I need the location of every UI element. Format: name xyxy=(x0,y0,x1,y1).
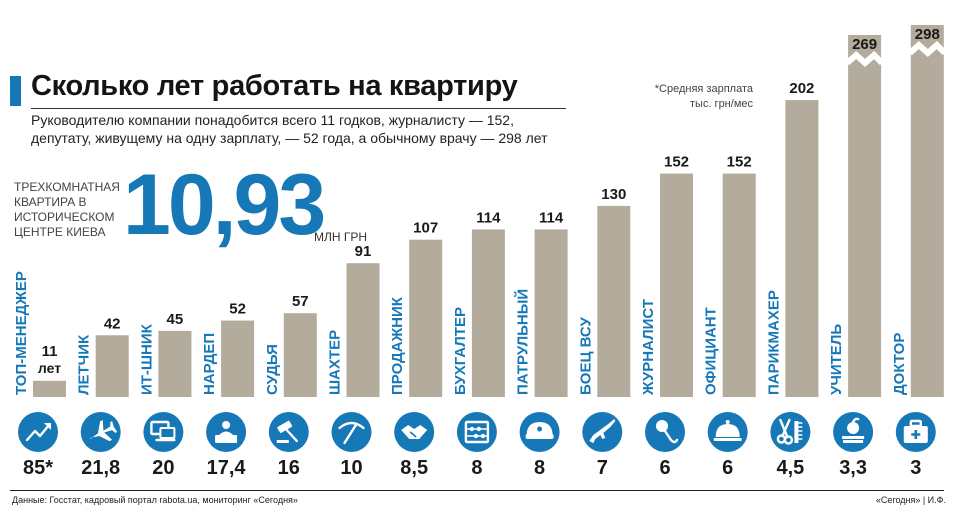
apple-books-icon xyxy=(842,417,865,443)
chart-title: Сколько лет работать на квартиру xyxy=(31,70,518,102)
bar-15 xyxy=(910,25,944,397)
salary-label-15: 3 xyxy=(910,457,921,479)
icon-circle-13 xyxy=(770,412,811,452)
abacus-icon xyxy=(464,420,490,444)
salary-label-5: 16 xyxy=(278,457,300,479)
salary-label-11: 6 xyxy=(659,457,670,479)
pickaxe-icon xyxy=(338,421,365,445)
value-label-10: 130 xyxy=(601,186,626,203)
value-label-1: 11 xyxy=(42,343,58,360)
value-label-15: 298 xyxy=(915,26,940,43)
bar-7 xyxy=(409,239,443,397)
scissors-comb-icon xyxy=(776,418,803,445)
salary-label-6: 10 xyxy=(340,457,362,479)
icon-circle-8 xyxy=(456,412,497,452)
value-label-2: 42 xyxy=(104,315,121,332)
value-label-3: 45 xyxy=(167,311,184,328)
axis-break-14 xyxy=(845,50,885,68)
microphone-icon xyxy=(656,420,679,444)
bar-14 xyxy=(848,35,882,397)
salary-label-2: 21,8 xyxy=(81,457,120,479)
gavel-icon xyxy=(276,420,298,443)
police-cap-icon xyxy=(525,422,554,439)
rifle-icon xyxy=(589,419,616,443)
value-label-8: 114 xyxy=(476,209,501,226)
category-label-3: ИТ-ШНИК xyxy=(138,323,155,395)
apartment-price-unit: млн грн xyxy=(314,230,368,244)
bar-3 xyxy=(158,330,192,397)
category-label-5: СУДЬЯ xyxy=(264,344,281,395)
salary-label-12: 6 xyxy=(722,457,733,479)
title-divider xyxy=(31,108,566,109)
category-label-15: ДОКТОР xyxy=(891,333,908,395)
value-label-12: 152 xyxy=(727,154,752,171)
airplane-icon xyxy=(90,419,118,442)
bar-9 xyxy=(534,229,568,397)
salary-label-8: 8 xyxy=(471,457,482,479)
salary-label-9: 8 xyxy=(534,457,545,479)
salary-label-13: 4,5 xyxy=(776,457,804,479)
bar-8 xyxy=(471,229,505,397)
handshake-icon xyxy=(401,425,428,439)
value-label-5: 57 xyxy=(292,293,309,310)
axis-break-15 xyxy=(907,40,947,58)
value-label-9: 114 xyxy=(539,209,564,226)
salary-label-14: 3,3 xyxy=(839,457,867,479)
icon-circle-1 xyxy=(18,412,58,452)
category-label-2: ЛЕТЧИК xyxy=(76,334,93,395)
category-label-9: ПАТРУЛЬНЫЙ xyxy=(514,289,532,395)
category-label-6: ШАХТЕР xyxy=(327,330,344,395)
salary-label-10: 7 xyxy=(597,457,608,479)
category-label-10: БОЕЦ ВСУ xyxy=(577,317,594,395)
footer-credit: «Сегодня» | И.Ф. xyxy=(875,495,946,505)
bar-4 xyxy=(221,320,255,397)
bar-13 xyxy=(785,100,819,397)
bar-1 xyxy=(33,380,66,397)
value-label-4: 52 xyxy=(229,301,246,318)
category-label-4: НАРДЕП xyxy=(201,333,218,395)
salary-label-7: 8,5 xyxy=(400,457,428,479)
salary-label-1: 85* xyxy=(23,457,53,479)
title-accent-bar xyxy=(10,76,21,106)
category-label-14: УЧИТЕЛЬ xyxy=(828,324,845,395)
value-label-unit: лет xyxy=(38,360,61,376)
category-label-13: ПАРИКМАХЕР xyxy=(765,290,782,395)
category-label-11: ЖУРНАЛИСТ xyxy=(640,299,657,396)
apartment-label: Трехкомнатная квартира в историческом це… xyxy=(14,180,120,239)
footer-divider xyxy=(10,490,944,491)
bar-10 xyxy=(597,205,631,397)
category-label-7: ПРОДАЖНИК xyxy=(389,296,406,395)
salary-label-3: 20 xyxy=(152,457,174,479)
bar-6 xyxy=(346,263,380,397)
salary-label-4: 17,4 xyxy=(207,457,247,479)
category-label-8: БУХГАЛТЕР xyxy=(452,307,469,395)
bar-5 xyxy=(283,313,317,397)
value-label-7: 107 xyxy=(413,220,438,237)
trend-up-icon xyxy=(25,423,51,442)
footer-source: Данные: Госстат, кадровый портал rabota.… xyxy=(12,495,298,505)
speaker-podium-icon xyxy=(215,421,238,443)
computer-icon xyxy=(150,420,176,442)
bar-2 xyxy=(95,335,129,397)
bar-11 xyxy=(660,173,693,397)
value-label-13: 202 xyxy=(789,80,814,97)
value-label-14: 269 xyxy=(852,36,877,53)
bar-12 xyxy=(722,173,756,397)
value-label-6: 91 xyxy=(355,243,372,260)
chart-subtitle: Руководителю компании понадобится всего … xyxy=(31,112,548,146)
category-label-12: ОФИЦИАНТ xyxy=(703,307,720,395)
cloche-icon xyxy=(713,420,742,441)
apartment-price-value: 10,93 xyxy=(123,157,326,253)
medical-kit-icon xyxy=(903,419,928,443)
value-label-11: 152 xyxy=(664,154,689,171)
category-label-1: ТОП-МЕНЕДЖЕР xyxy=(13,271,30,395)
salary-legend-note: *Средняя зарплата тыс. грн/мес xyxy=(654,83,753,110)
